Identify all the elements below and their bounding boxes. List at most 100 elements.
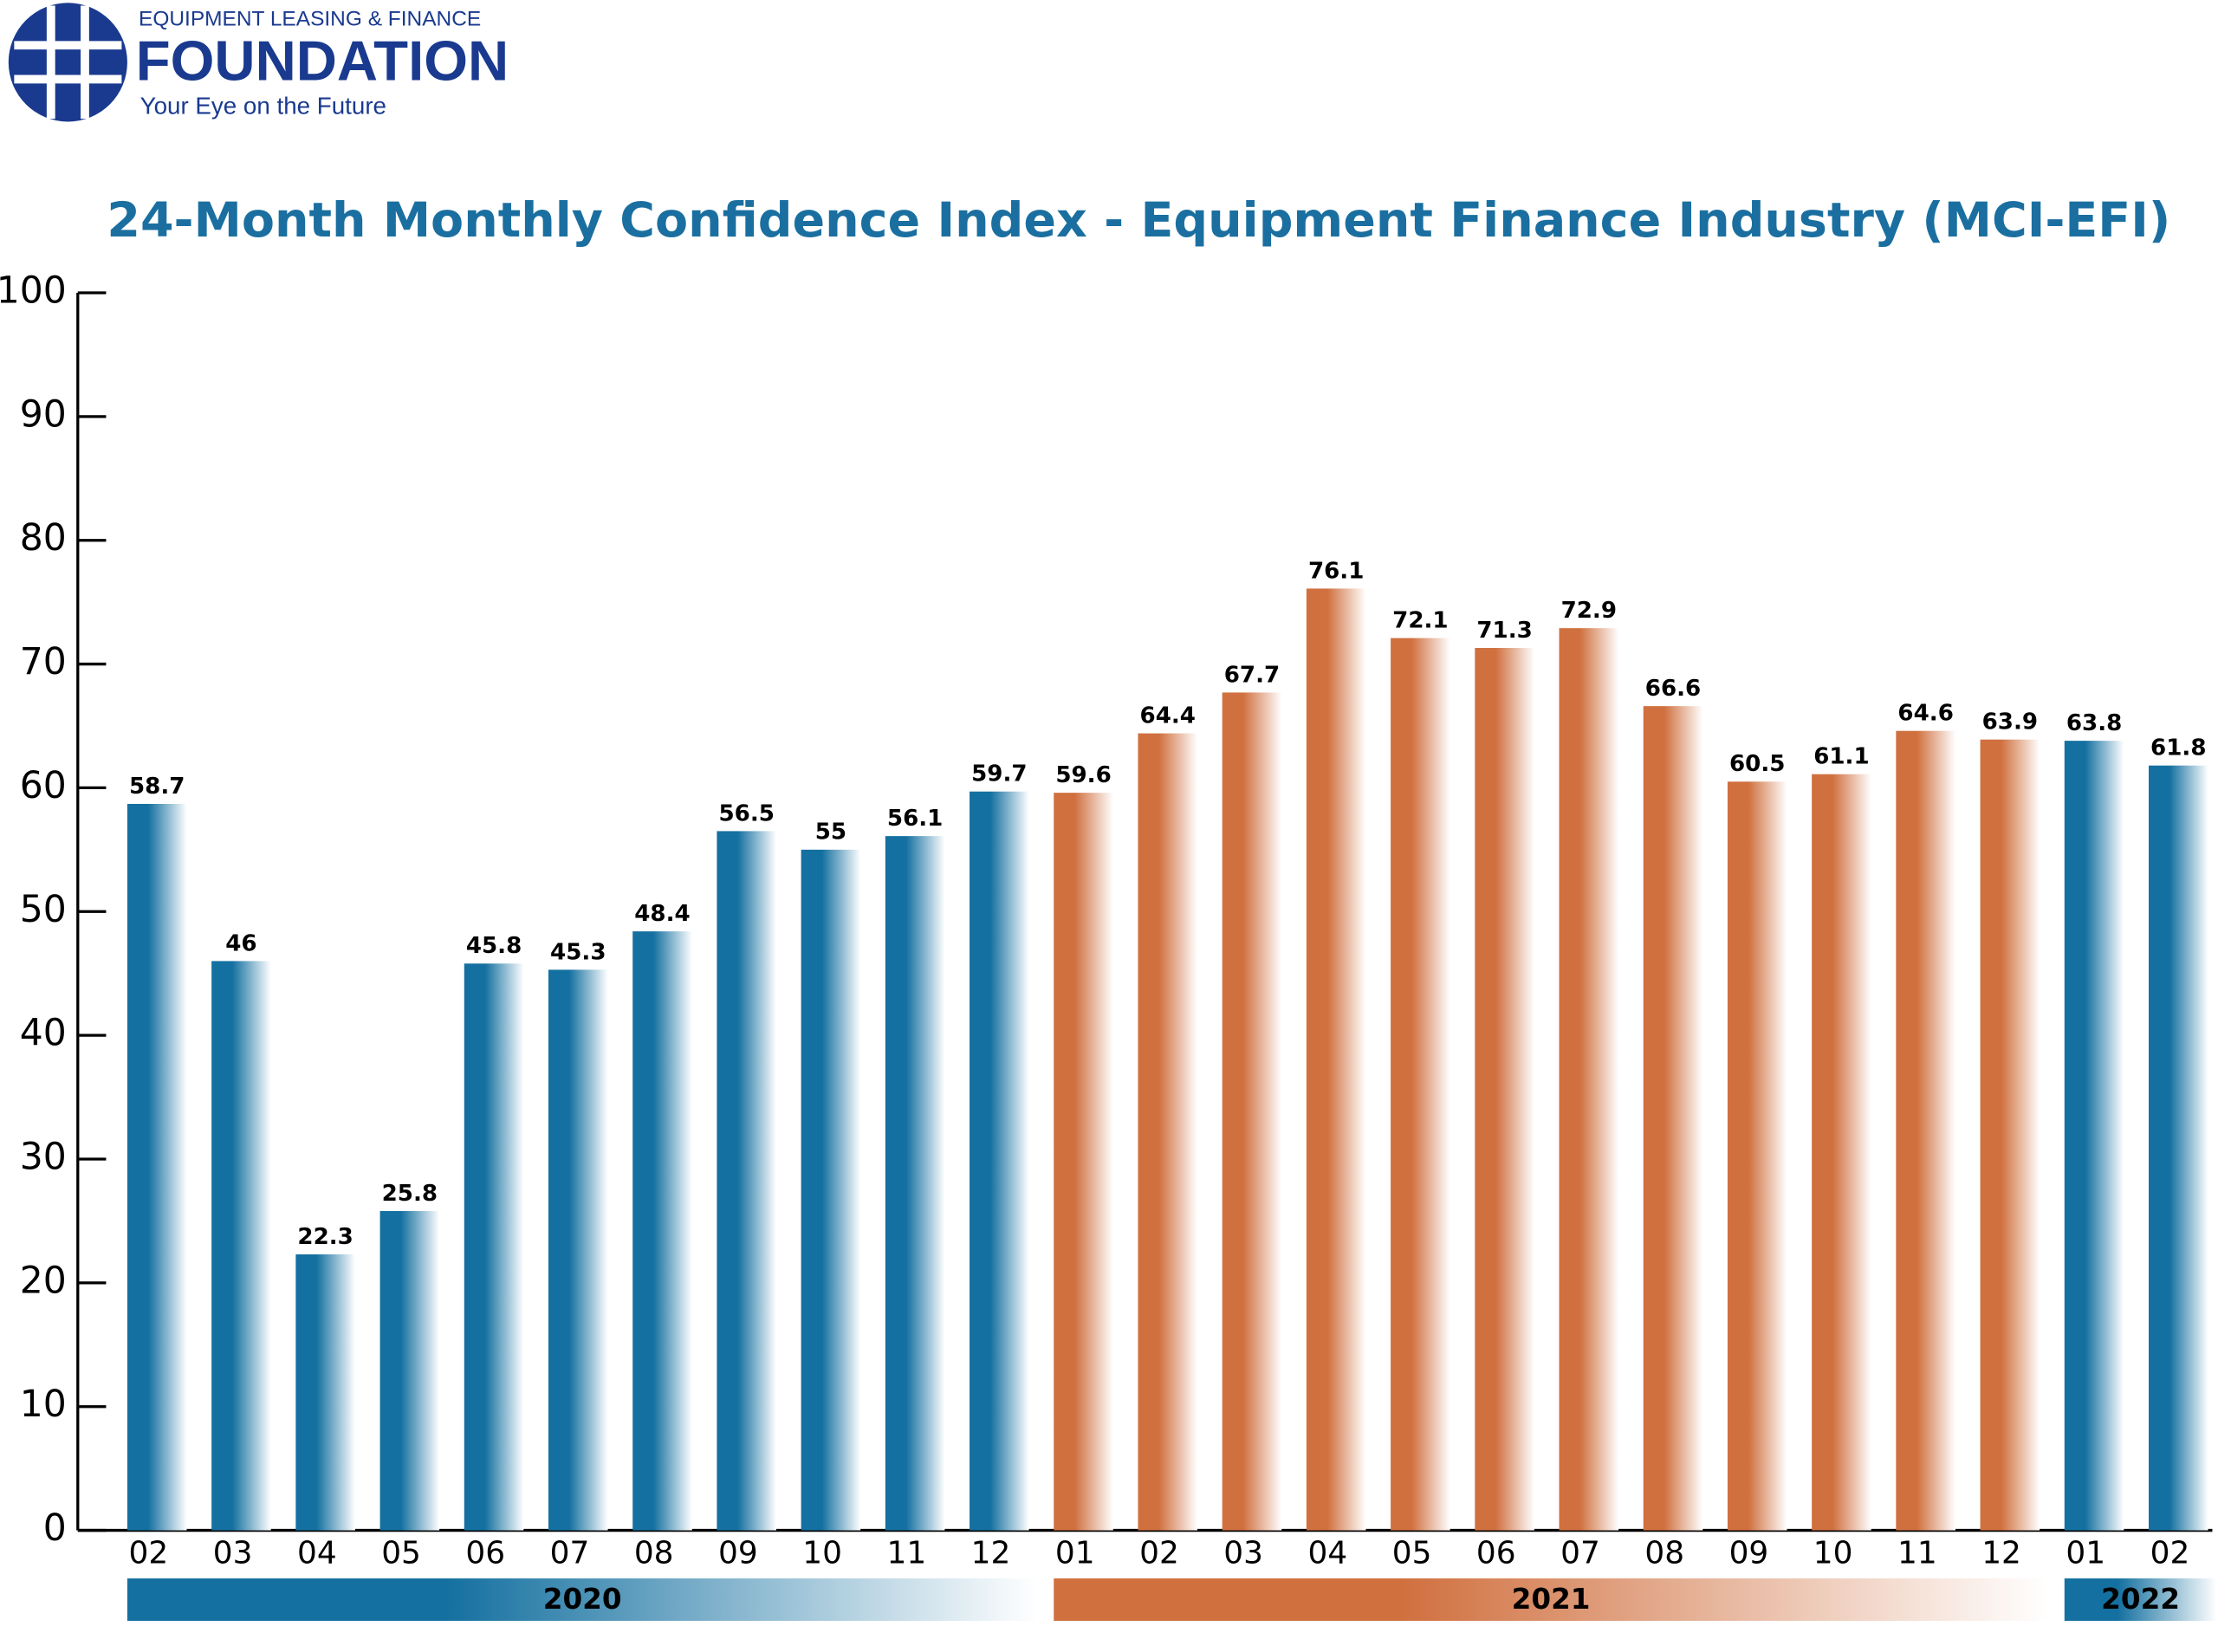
bar (1896, 730, 1955, 1531)
logo-tagline: Your Eye on the Future (140, 92, 386, 119)
bar (1559, 628, 1619, 1531)
value-label: 59.6 (1055, 762, 1111, 788)
y-tick-label: 10 (20, 1383, 67, 1426)
logo: EQUIPMENT LEASING & FINANCE FOUNDATION Y… (8, 3, 509, 122)
value-label: 72.9 (1561, 598, 1617, 624)
bar (1222, 692, 1282, 1531)
chart-title: 24-Month Monthly Confidence Index - Equi… (107, 192, 2170, 249)
value-label: 60.5 (1729, 751, 1785, 777)
x-tick-label: 04 (297, 1535, 337, 1571)
x-tick-label: 02 (1139, 1535, 1179, 1571)
value-label: 67.7 (1224, 662, 1280, 688)
value-label: 66.6 (1645, 676, 1701, 702)
x-tick-label: 09 (718, 1535, 758, 1571)
x-tick-label: 09 (1729, 1535, 1769, 1571)
x-tick-label: 05 (1392, 1535, 1432, 1571)
logo-top: EQUIPMENT LEASING & FINANCE (139, 7, 481, 30)
logo-grid (14, 5, 122, 120)
y-tick-label: 30 (20, 1136, 67, 1178)
bar (211, 961, 271, 1531)
bar (717, 831, 776, 1531)
bar (1054, 793, 1113, 1531)
y-tick-label: 60 (20, 765, 67, 807)
logo-name: FOUNDATION (136, 29, 509, 92)
value-label: 64.6 (1897, 701, 1953, 727)
x-tick-label: 08 (634, 1535, 674, 1571)
y-tick-label: 40 (20, 1013, 67, 1055)
bar (379, 1210, 440, 1531)
bar (2064, 741, 2124, 1531)
year-band (126, 1578, 1038, 1622)
bar (801, 849, 861, 1531)
value-label: 46 (225, 930, 256, 956)
y-tick-label: 90 (20, 393, 67, 436)
bar (1138, 733, 1198, 1531)
value-label: 58.7 (129, 774, 185, 800)
value-label: 71.3 (1476, 618, 1532, 644)
value-label: 45.3 (550, 939, 606, 965)
logo-globe (8, 3, 127, 122)
y-tick-label: 0 (43, 1507, 67, 1550)
value-label: 45.8 (466, 933, 522, 959)
x-tick-label: 12 (971, 1535, 1011, 1571)
x-tick-label: 12 (1981, 1535, 2021, 1571)
x-tick-label: 01 (2066, 1535, 2105, 1571)
bar (970, 791, 1029, 1531)
bar (1643, 706, 1703, 1531)
y-tick-label: 100 (0, 269, 67, 312)
year-band (2064, 1578, 2217, 1622)
year-band (1054, 1578, 2048, 1622)
value-label: 61.8 (2150, 735, 2206, 761)
bar (295, 1254, 355, 1531)
x-tick-label: 11 (1897, 1535, 1937, 1571)
x-tick-label: 01 (1055, 1535, 1095, 1571)
x-tick-label: 08 (1644, 1535, 1684, 1571)
x-tick-label: 10 (1813, 1535, 1853, 1571)
value-label: 56.1 (887, 806, 943, 832)
bar (1727, 781, 1787, 1531)
x-tick-label: 02 (2150, 1535, 2190, 1571)
bar (632, 931, 692, 1531)
x-tick-label: 04 (1308, 1535, 1348, 1571)
x-tick-label: 10 (802, 1535, 842, 1571)
x-tick-label: 11 (886, 1535, 926, 1571)
y-tick-label: 70 (20, 641, 67, 683)
year-label: 2022 (2101, 1583, 2180, 1616)
value-label: 64.4 (1140, 703, 1196, 729)
year-label: 2020 (543, 1583, 622, 1616)
value-label: 48.4 (634, 901, 690, 927)
bar (548, 969, 608, 1531)
value-label: 22.3 (297, 1224, 353, 1250)
bar (885, 836, 945, 1531)
year-label: 2021 (1512, 1583, 1591, 1616)
x-tick-label: 03 (213, 1535, 253, 1571)
x-tick-label: 05 (381, 1535, 421, 1571)
bar (1980, 739, 2040, 1531)
y-tick-label: 20 (20, 1260, 67, 1302)
y-tick-label: 50 (20, 889, 67, 931)
x-tick-label: 07 (550, 1535, 590, 1571)
value-label: 61.1 (1813, 744, 1869, 770)
value-label: 56.5 (718, 800, 774, 826)
bar (126, 803, 187, 1531)
value-label: 55 (815, 820, 846, 845)
value-label: 72.1 (1392, 607, 1448, 633)
bar (464, 963, 524, 1531)
value-label: 63.9 (1982, 709, 2038, 735)
x-tick-label: 06 (1476, 1535, 1516, 1571)
y-tick-label: 80 (20, 517, 67, 560)
value-label: 63.8 (2066, 710, 2122, 736)
bar (1391, 638, 1450, 1531)
bar (1306, 588, 1366, 1531)
x-tick-label: 03 (1223, 1535, 1263, 1571)
value-label: 25.8 (382, 1181, 438, 1207)
x-tick-label: 02 (129, 1535, 169, 1571)
bar (2149, 765, 2208, 1531)
bar (1812, 774, 1871, 1531)
value-label: 59.7 (971, 761, 1027, 787)
bar (1475, 647, 1534, 1531)
value-label: 76.1 (1308, 558, 1364, 584)
x-tick-label: 06 (465, 1535, 505, 1571)
